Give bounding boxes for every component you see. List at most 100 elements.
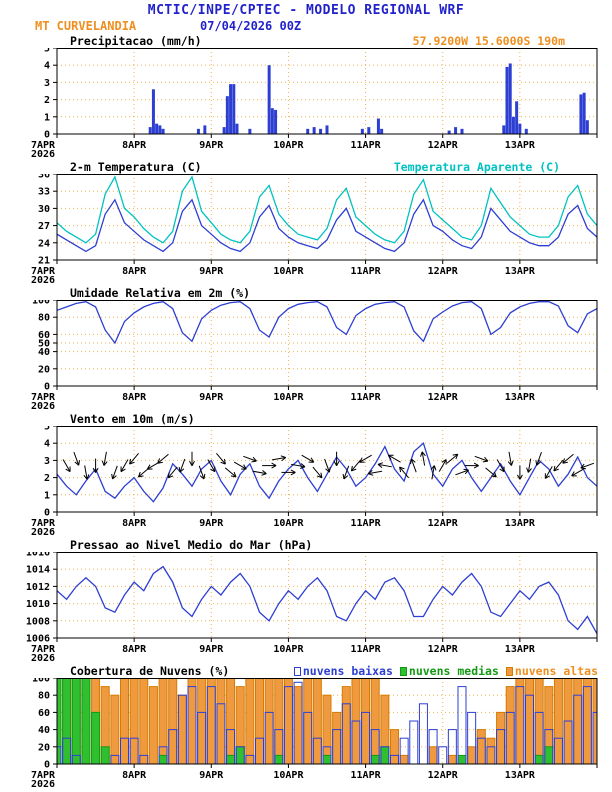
svg-text:13APR: 13APR <box>505 392 536 403</box>
panel-pressure: Pressao ao Nivel Medio do Mar (hPa) 1006… <box>0 538 612 662</box>
svg-text:10APR: 10APR <box>273 140 304 151</box>
temperature-title: 2-m Temperatura (C) <box>70 160 202 174</box>
precipitation-title: Precipitacao (mm/h) <box>70 34 202 48</box>
svg-text:12APR: 12APR <box>428 266 459 277</box>
panel-clouds: Cobertura de Nuvens (%) nuvens baixas nu… <box>0 664 612 788</box>
svg-text:13APR: 13APR <box>505 518 536 529</box>
svg-text:1: 1 <box>44 112 50 123</box>
legend-item-mid-clouds: nuvens medias <box>399 664 499 678</box>
page-header: MCTIC/INPE/CPTEC - MODELO REGIONAL WRF M… <box>0 0 612 34</box>
run-datetime: 07/04/2026 00Z <box>200 19 302 33</box>
svg-text:40: 40 <box>38 725 50 736</box>
svg-text:9APR: 9APR <box>199 140 224 151</box>
svg-text:8APR: 8APR <box>122 644 147 655</box>
svg-text:12APR: 12APR <box>428 140 459 151</box>
svg-text:0: 0 <box>44 760 50 771</box>
panel-temperature: 2-m Temperatura (C) Temperatura Aparente… <box>0 160 612 284</box>
svg-text:9APR: 9APR <box>199 770 224 781</box>
svg-text:8APR: 8APR <box>122 140 147 151</box>
svg-text:60: 60 <box>38 708 50 719</box>
svg-text:1: 1 <box>44 490 50 501</box>
svg-text:1014: 1014 <box>26 565 50 576</box>
svg-text:4: 4 <box>44 61 50 72</box>
svg-text:11APR: 11APR <box>351 392 382 403</box>
svg-text:80: 80 <box>38 691 50 702</box>
station-name: MT CURVELANDIA <box>35 19 137 33</box>
svg-text:4: 4 <box>44 439 50 450</box>
svg-text:0: 0 <box>44 508 50 519</box>
svg-text:10APR: 10APR <box>273 644 304 655</box>
svg-text:8APR: 8APR <box>122 392 147 403</box>
svg-text:2026: 2026 <box>31 149 55 158</box>
svg-text:10APR: 10APR <box>273 770 304 781</box>
svg-text:36: 36 <box>38 174 50 181</box>
svg-text:12APR: 12APR <box>428 644 459 655</box>
clouds-legend: nuvens baixas nuvens medias nuvens altas <box>293 664 598 678</box>
svg-text:2: 2 <box>44 473 50 484</box>
svg-text:12APR: 12APR <box>428 392 459 403</box>
svg-text:7APR: 7APR <box>31 518 56 529</box>
svg-text:7APR: 7APR <box>31 392 56 403</box>
svg-text:0: 0 <box>44 382 50 393</box>
mid-clouds-label: nuvens medias <box>408 664 499 678</box>
svg-text:0: 0 <box>44 130 50 141</box>
svg-text:3: 3 <box>44 78 50 89</box>
panel-wind: Vento em 10m (m/s) 0 1 2 3 4 5 7APR 2026 8APR 9AP… <box>0 412 612 536</box>
svg-text:2026: 2026 <box>31 779 55 788</box>
svg-text:11APR: 11APR <box>351 770 382 781</box>
svg-text:13APR: 13APR <box>505 644 536 655</box>
panel-humidity: Umidade Relativa em 2m (%) 0 20 40 50 60 80 10… <box>0 286 612 410</box>
svg-text:10APR: 10APR <box>273 518 304 529</box>
svg-text:10APR: 10APR <box>273 266 304 277</box>
svg-text:11APR: 11APR <box>351 140 382 151</box>
svg-text:20: 20 <box>38 364 50 375</box>
svg-text:8APR: 8APR <box>122 770 147 781</box>
svg-text:30: 30 <box>38 204 50 215</box>
svg-text:7APR: 7APR <box>31 770 56 781</box>
svg-text:12APR: 12APR <box>428 770 459 781</box>
svg-text:1010: 1010 <box>26 599 50 610</box>
svg-text:1006: 1006 <box>26 634 50 645</box>
svg-text:9APR: 9APR <box>199 266 224 277</box>
svg-text:11APR: 11APR <box>351 266 382 277</box>
svg-text:3: 3 <box>44 456 50 467</box>
humidity-title: Umidade Relativa em 2m (%) <box>70 286 251 300</box>
svg-text:60: 60 <box>38 330 50 341</box>
low-clouds-label: nuvens baixas <box>302 664 393 678</box>
svg-text:13APR: 13APR <box>505 770 536 781</box>
apparent-temperature-label: Temperatura Aparente (C) <box>393 160 560 174</box>
svg-text:1016: 1016 <box>26 552 50 559</box>
svg-text:50: 50 <box>38 339 50 350</box>
panel-precipitation: Precipitacao (mm/h) 57.9200W 15.6000S 19… <box>0 34 612 158</box>
svg-text:8APR: 8APR <box>122 266 147 277</box>
svg-text:13APR: 13APR <box>505 140 536 151</box>
svg-text:9APR: 9APR <box>199 518 224 529</box>
svg-text:2026: 2026 <box>31 527 55 536</box>
svg-text:21: 21 <box>38 256 50 267</box>
svg-text:9APR: 9APR <box>199 392 224 403</box>
svg-text:2026: 2026 <box>31 275 55 284</box>
svg-text:2: 2 <box>44 95 50 106</box>
high-clouds-swatch-icon <box>505 666 513 676</box>
location-label: 57.9200W 15.6000S 190m <box>412 34 565 48</box>
svg-text:40: 40 <box>38 347 50 358</box>
low-clouds-swatch-icon <box>293 666 301 676</box>
high-clouds-label: nuvens altas <box>514 664 598 678</box>
svg-text:7APR: 7APR <box>31 266 56 277</box>
svg-text:27: 27 <box>38 221 50 232</box>
svg-text:24: 24 <box>38 238 50 249</box>
svg-text:11APR: 11APR <box>351 518 382 529</box>
svg-text:80: 80 <box>38 313 50 324</box>
svg-text:100: 100 <box>32 300 50 307</box>
mid-clouds-swatch-icon <box>399 666 407 676</box>
wind-title: Vento em 10m (m/s) <box>70 412 195 426</box>
svg-text:1008: 1008 <box>26 616 50 627</box>
svg-text:12APR: 12APR <box>428 518 459 529</box>
clouds-title: Cobertura de Nuvens (%) <box>70 664 230 678</box>
